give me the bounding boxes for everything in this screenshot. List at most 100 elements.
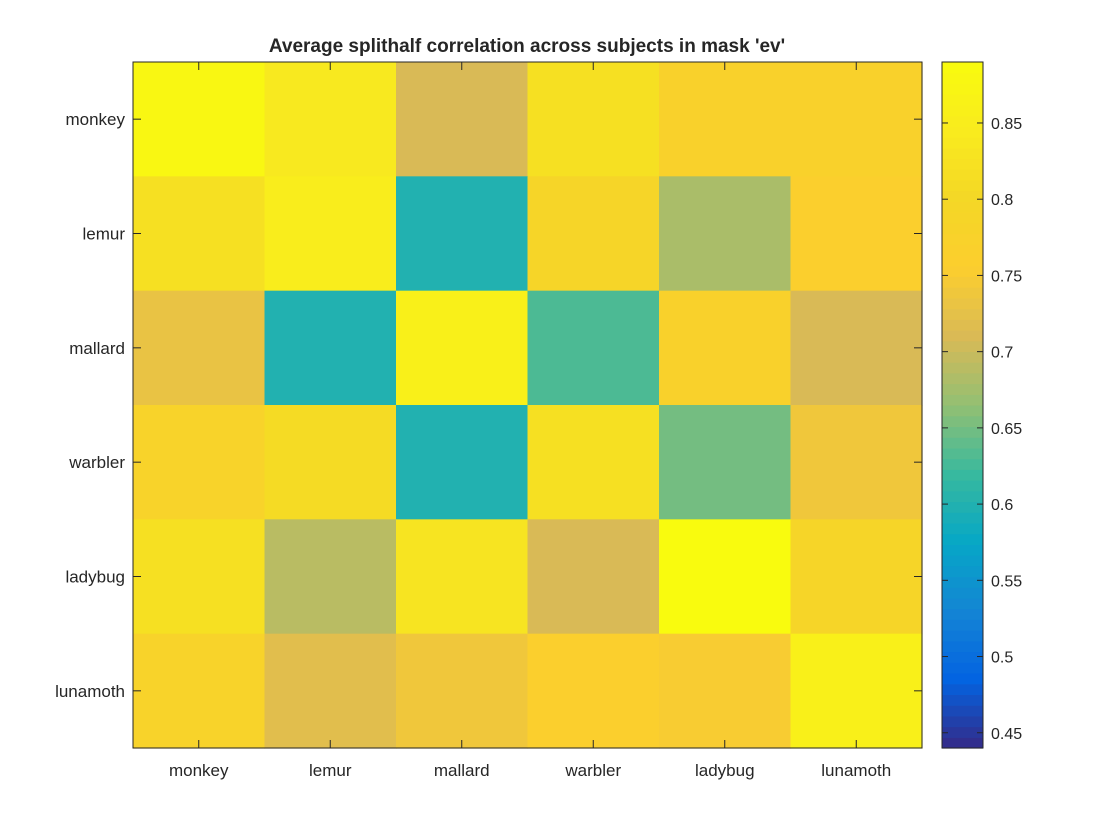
heatmap-cell-lemur-mallard [396, 176, 529, 292]
plot-frame [132, 61, 923, 749]
heatmap-cell-lunamoth-monkey [133, 633, 266, 749]
heatmap-cell-lunamoth-warbler [527, 633, 660, 749]
heatmap-cell-ladybug-ladybug [659, 519, 792, 635]
heatmap-cell-lemur-monkey [133, 176, 266, 292]
heatmap-cell-mallard-lemur [264, 290, 397, 406]
colorbar-band [942, 437, 983, 449]
y-tick-label: lemur [82, 225, 125, 244]
colorbar-band [942, 297, 983, 310]
colorbar-band [942, 115, 983, 127]
colorbar-band [942, 544, 983, 556]
colorbar-band [942, 587, 983, 599]
colorbar-tick-label: 0.55 [991, 573, 1022, 590]
x-tick-label: lemur [309, 761, 352, 780]
colorbar-tick-label: 0.45 [991, 726, 1022, 743]
y-tick-label: warbler [68, 453, 125, 472]
heatmap-cell-lemur-ladybug [659, 176, 792, 292]
colorbar: 0.45 0.5 0.55 0.6 0.65 0.7 0.75 0.8 0.85 [941, 61, 1022, 749]
heatmap-cell-ladybug-mallard [396, 519, 529, 635]
colorbar-band [942, 715, 983, 728]
colorbar-band [942, 447, 983, 460]
colorbar-band [942, 212, 983, 224]
heatmap-cell-warbler-monkey [133, 405, 266, 520]
heatmap-cell-lunamoth-lemur [264, 633, 397, 749]
heatmap-cell-monkey-mallard [396, 62, 529, 177]
heatmap-cell-warbler-warbler [527, 405, 660, 520]
colorbar-band [942, 276, 983, 288]
heatmap-cell-lemur-warbler [527, 176, 660, 292]
heatmap-cell-mallard-ladybug [659, 290, 792, 406]
colorbar-band [942, 104, 983, 117]
x-tick-label: mallard [434, 761, 490, 780]
colorbar-band [942, 62, 983, 74]
heatmap-cell-lemur-lemur [264, 176, 397, 292]
colorbar-band [942, 137, 983, 149]
colorbar-band [942, 597, 983, 610]
colorbar-band [942, 683, 983, 696]
colorbar-band [942, 319, 983, 331]
colorbar-band [942, 244, 983, 256]
colorbar-band [942, 705, 983, 717]
colorbar-band [942, 147, 983, 160]
colorbar-band [942, 630, 983, 642]
colorbar-band [942, 83, 983, 95]
x-tick-label: lunamoth [821, 761, 891, 780]
colorbar-band [942, 501, 983, 513]
colorbar-band [942, 576, 983, 588]
heatmap-cell-lunamoth-mallard [396, 633, 529, 749]
heatmap-cell-ladybug-monkey [133, 519, 266, 635]
colorbar-band [942, 362, 983, 374]
colorbar-tick-label: 0.6 [991, 497, 1013, 514]
colorbar-tick-label: 0.7 [991, 345, 1013, 362]
colorbar-band [942, 619, 983, 631]
heatmap-cell-ladybug-lunamoth [790, 519, 923, 635]
colorbar-band [942, 287, 983, 299]
colorbar-band [942, 190, 983, 202]
heatmap-cell-warbler-lemur [264, 405, 397, 520]
heatmap-cell-lemur-lunamoth [790, 176, 923, 292]
colorbar-band [942, 469, 983, 481]
colorbar-band [942, 512, 983, 524]
colorbar-band [942, 158, 983, 170]
colorbar-band [942, 94, 983, 106]
colorbar-tick-label: 0.75 [991, 268, 1022, 285]
heatmap-cell-mallard-lunamoth [790, 290, 923, 406]
heatmap-cell-monkey-monkey [133, 62, 266, 177]
colorbar-band [942, 222, 983, 235]
colorbar-band [942, 72, 983, 85]
colorbar-tick-label: 0.5 [991, 650, 1013, 667]
colorbar-band [942, 608, 983, 620]
colorbar-band [942, 672, 983, 685]
x-tick-label: ladybug [695, 761, 755, 780]
colorbar-tick-label: 0.65 [991, 421, 1022, 438]
y-tick-label: ladybug [65, 568, 125, 587]
colorbar-band [942, 640, 983, 653]
heatmap-cell-warbler-mallard [396, 405, 529, 520]
colorbar-band [942, 490, 983, 503]
heatmap-cell-monkey-warbler [527, 62, 660, 177]
heatmap-cell-ladybug-warbler [527, 519, 660, 635]
colorbar-band [942, 662, 983, 674]
colorbar-band [942, 458, 983, 470]
colorbar-band [942, 533, 983, 545]
heatmap-cell-mallard-mallard [396, 290, 529, 406]
colorbar-band [942, 126, 983, 138]
colorbar-band [942, 233, 983, 245]
y-tick-label: lunamoth [55, 682, 125, 701]
colorbar-band [942, 340, 983, 353]
colorbar-band [942, 405, 983, 417]
colorbar-band [942, 726, 983, 738]
heatmap-cell-warbler-lunamoth [790, 405, 923, 520]
colorbar-band [942, 555, 983, 567]
colorbar-band [942, 383, 983, 395]
y-tick-label: monkey [65, 110, 125, 129]
colorbar-band [942, 265, 983, 277]
colorbar-band [942, 651, 983, 663]
colorbar-band [942, 201, 983, 213]
heatmap-cell-monkey-lunamoth [790, 62, 923, 177]
colorbar-band [942, 372, 983, 385]
colorbar-band [942, 737, 983, 749]
colorbar-band [942, 254, 983, 267]
y-tick-label: mallard [69, 339, 125, 358]
